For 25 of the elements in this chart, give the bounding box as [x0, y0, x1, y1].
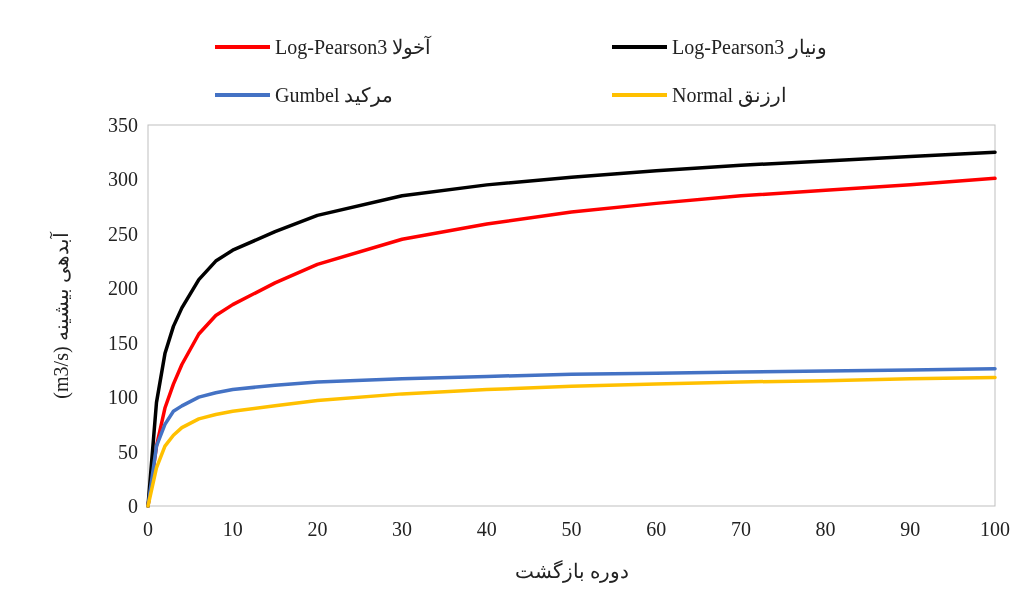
legend-label: Log-Pearson3 آخولا	[275, 35, 433, 59]
x-tick-label: 40	[476, 518, 497, 540]
y-tick-label: 250	[108, 222, 138, 245]
x-tick-label: 70	[730, 518, 751, 540]
y-tick-label: 0	[128, 495, 138, 517]
x-tick-label: 50	[561, 518, 582, 540]
x-tick-label: 80	[815, 518, 836, 540]
x-tick-label: 90	[900, 518, 921, 540]
y-tick-label: 50	[118, 440, 138, 463]
x-tick-label: 10	[222, 518, 243, 540]
x-tick-label: 20	[307, 518, 328, 540]
x-axis-title: دوره بازگشت	[514, 560, 629, 583]
x-tick-label: 30	[392, 518, 413, 540]
y-tick-label: 150	[108, 331, 138, 354]
legend-label: Log-Pearson3 ونیار	[672, 36, 828, 59]
x-tick-label: 60	[646, 518, 667, 540]
x-tick-label: 100	[980, 518, 1010, 540]
legend-label: Gumbel مرکید	[275, 84, 394, 107]
legend-label: Normal ارزنق	[672, 84, 788, 107]
y-tick-label: 350	[108, 114, 138, 136]
y-tick-label: 100	[108, 386, 138, 409]
y-tick-label: 300	[108, 168, 138, 191]
y-tick-label: 200	[108, 277, 138, 300]
y-axis-title: آبدهی بیشینه (m3/s)	[49, 231, 73, 399]
x-tick-label: 0	[143, 518, 153, 540]
